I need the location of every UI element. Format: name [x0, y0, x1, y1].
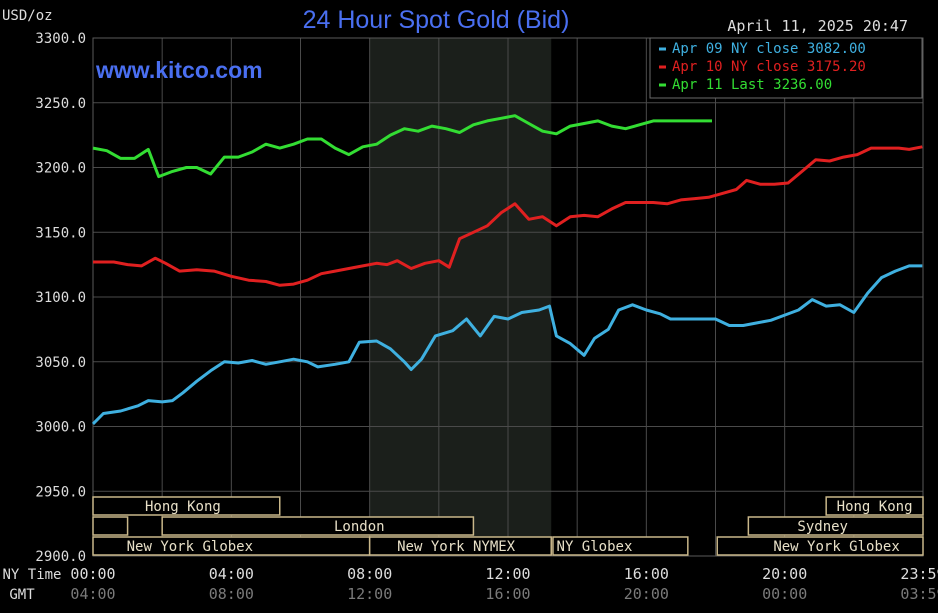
y-tick-label: 2950.0 [35, 484, 86, 500]
y-tick-label: 3250.0 [35, 96, 86, 112]
units-label: USD/oz [2, 8, 53, 24]
x-tick-label-ny: 04:00 [209, 565, 254, 583]
x-row-label-ny: NY Time [2, 567, 61, 583]
session-box [161, 516, 475, 536]
x-tick-label-ny: 16:00 [624, 565, 669, 583]
y-tick-label: 3150.0 [35, 225, 86, 241]
legend-entry: Apr 11 Last 3236.00 [672, 77, 832, 93]
x-tick-label-gmt: 00:00 [762, 585, 807, 603]
x-tick-label-ny: 20:00 [762, 565, 807, 583]
session-box [747, 516, 924, 536]
session-label: New York Globex [127, 539, 253, 555]
x-tick-label-gmt: 08:00 [209, 585, 254, 603]
y-tick-label: 3100.0 [35, 290, 86, 306]
session-label: New York Globex [773, 539, 899, 555]
session-label: Hong Kong [837, 499, 913, 515]
session-box [92, 516, 129, 536]
x-tick-label-ny: 08:00 [347, 565, 392, 583]
x-tick-label-gmt: 12:00 [347, 585, 392, 603]
x-tick-label-gmt: 16:00 [485, 585, 530, 603]
y-tick-label: 3200.0 [35, 161, 86, 177]
x-tick-label-ny: 12:00 [485, 565, 530, 583]
legend-entry: Apr 09 NY close 3082.00 [672, 41, 866, 57]
series-line-2 [93, 145, 923, 287]
watermark: www.kitco.com [95, 57, 263, 83]
session-label: Sydney [797, 519, 848, 535]
y-tick-label: 3000.0 [35, 420, 86, 436]
legend-entry: Apr 10 NY close 3175.20 [672, 59, 866, 75]
session-box [552, 536, 689, 556]
session-label: London [334, 519, 385, 535]
session-box [368, 536, 552, 556]
y-tick-label: 3050.0 [35, 355, 86, 371]
x-tick-label-gmt: 04:00 [70, 585, 115, 603]
plot-frame [92, 37, 924, 557]
legend: Apr 09 NY close 3082.00 Apr 10 NY close 3… [649, 37, 923, 99]
session-label: NY Globex [557, 539, 633, 555]
y-tick-label: 3300.0 [35, 31, 86, 47]
x-tick-label-ny: 00:00 [70, 565, 115, 583]
chart-timestamp: April 11, 2025 20:47 [727, 17, 908, 35]
session-box [92, 496, 281, 516]
x-tick-label-gmt: 20:00 [624, 585, 669, 603]
session-label: New York NYMEX [397, 539, 516, 555]
series-line-1 [91, 264, 923, 425]
x-row-label-gmt: GMT [9, 587, 35, 603]
series-line-3 [92, 114, 712, 179]
chart-title: 24 Hour Spot Gold (Bid) [303, 6, 570, 34]
legend-box [649, 37, 923, 99]
y-tick-label: 2900.0 [35, 549, 86, 565]
x-tick-label-ny: 23:59 [900, 565, 938, 583]
session-box [825, 496, 924, 516]
x-tick-label-gmt: 03:59 [900, 585, 938, 603]
session-label: Hong Kong [145, 499, 221, 515]
session-box [716, 536, 924, 556]
